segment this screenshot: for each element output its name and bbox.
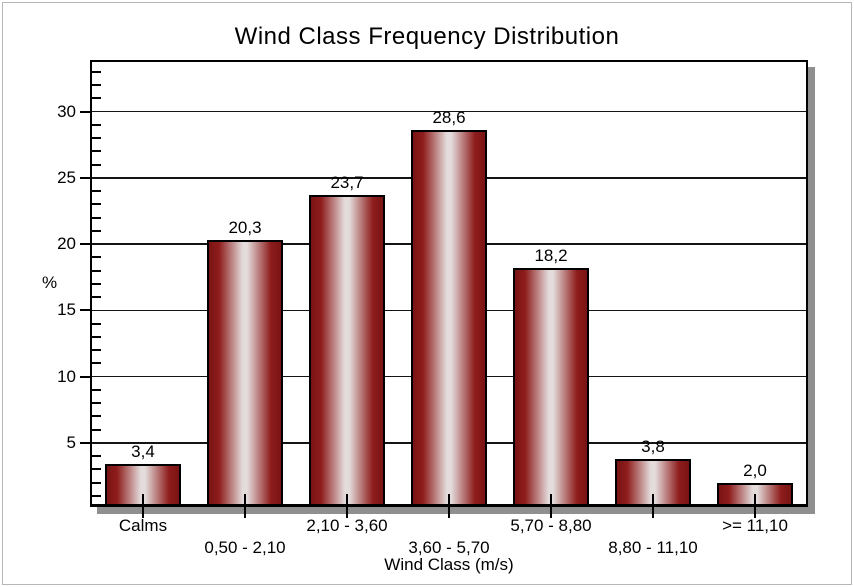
bar-value-label: 28,6 [432, 108, 466, 128]
y-minor-tick [92, 362, 101, 365]
x-tick [652, 494, 654, 518]
bar [309, 194, 385, 504]
bar-value-label: 23,7 [330, 172, 364, 192]
y-tick-label: 30 [57, 101, 76, 121]
y-minor-tick [92, 137, 101, 139]
bar-value-label: 3,4 [131, 441, 155, 461]
y-minor-tick [92, 216, 101, 219]
x-category-label: 8,80 - 11,10 [608, 538, 698, 557]
y-tick-label: 10 [57, 366, 76, 386]
y-tick-label: 15 [57, 300, 76, 320]
y-minor-tick [92, 481, 101, 484]
y-minor-tick [92, 415, 101, 418]
bar-value-label: 2,0 [743, 460, 767, 480]
plot-area: 3,4 20,3 23,7 28,6 18,2 3,8 2,0 [80, 62, 806, 504]
y-major-tick [80, 110, 92, 113]
bar [513, 267, 589, 504]
bar-value-label: 3,8 [641, 436, 665, 456]
y-tick-label: 20 [57, 234, 76, 253]
y-minor-tick [92, 282, 101, 285]
x-tick [142, 494, 144, 518]
y-minor-tick [92, 229, 101, 232]
y-major-tick [80, 243, 92, 245]
y-minor-tick [92, 163, 101, 166]
y-minor-tick [92, 402, 101, 404]
x-category-label: 2,10 - 3,60 [306, 516, 388, 535]
bar [717, 482, 793, 504]
y-minor-tick [92, 97, 101, 100]
y-minor-tick [92, 388, 101, 391]
y-minor-tick [92, 296, 101, 298]
x-tick [346, 494, 348, 518]
y-minor-tick [92, 256, 101, 259]
y-major-tick [80, 375, 92, 378]
x-axis-label: Wind Class (m/s) [384, 555, 514, 574]
y-minor-tick [92, 335, 101, 338]
bar-value-label: 18,2 [534, 245, 568, 265]
x-category-label: 5,70 - 8,80 [510, 516, 592, 535]
x-category-label: 3,60 - 5,70 [408, 538, 490, 557]
x-tick [244, 494, 246, 518]
y-minor-tick [92, 349, 101, 351]
y-minor-tick [92, 70, 101, 73]
y-minor-tick [92, 468, 101, 471]
chart-title: Wind Class Frequency Distribution [234, 23, 620, 50]
y-minor-tick [92, 455, 101, 457]
bar [207, 240, 283, 504]
y-major-tick [80, 309, 92, 312]
x-tick [448, 494, 450, 518]
y-minor-tick [92, 428, 101, 431]
y-minor-tick [92, 190, 101, 192]
y-major-tick [80, 441, 92, 444]
y-minor-tick [92, 494, 101, 497]
y-tick-label: 5 [66, 432, 76, 452]
y-major-tick [80, 176, 92, 179]
y-minor-tick [92, 322, 101, 325]
y-minor-tick [92, 269, 101, 272]
y-minor-tick [92, 150, 101, 153]
x-category-label: >= 11,10 [722, 516, 788, 535]
y-axis-label: % [42, 273, 58, 292]
x-category-label: Calms [118, 516, 168, 535]
gridline [92, 110, 806, 113]
bar-value-label: 20,3 [228, 218, 262, 238]
y-minor-tick [92, 203, 101, 206]
x-tick [550, 494, 552, 518]
x-category-label: 0,50 - 2,10 [204, 538, 286, 557]
y-minor-tick [92, 84, 101, 86]
bar [411, 130, 487, 504]
x-tick [754, 494, 756, 518]
y-minor-tick [92, 123, 101, 126]
y-tick-label: 25 [57, 167, 76, 187]
